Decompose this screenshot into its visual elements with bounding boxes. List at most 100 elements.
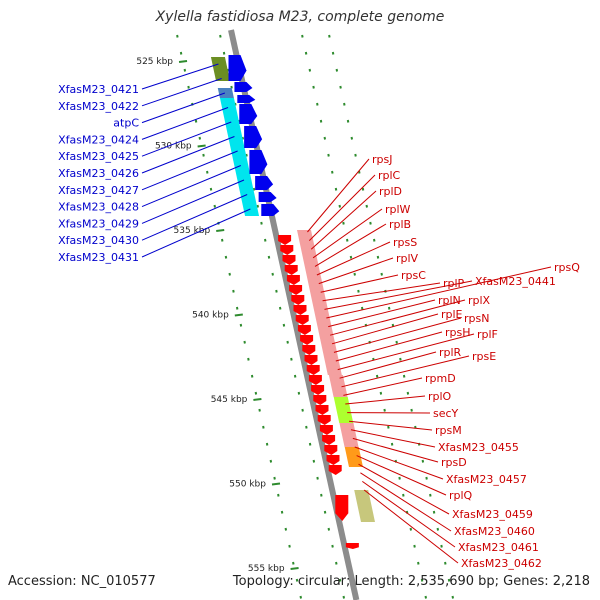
gene-box [328, 375, 348, 397]
left-gene-label: XfasM23_0428 [58, 201, 139, 214]
accession-label: Accession: NC_010577 [8, 574, 156, 589]
gene-arrow-reverse [282, 255, 296, 265]
guide-dot [250, 374, 254, 378]
guide-dot [258, 408, 261, 412]
guide-dot [360, 306, 364, 310]
gene-box [219, 98, 260, 216]
right-gene-label: XfasM23_0461 [458, 541, 539, 554]
guide-dot [451, 595, 455, 599]
guide-dot [420, 578, 424, 582]
guide-dot [292, 561, 295, 565]
right-gene-label: rplP [443, 277, 465, 290]
guide-dot [372, 238, 376, 242]
guide-dot [331, 170, 334, 174]
left-gene-label: XfasM23_0422 [58, 100, 139, 113]
right-leader-line [328, 299, 436, 328]
guide-dot [440, 544, 443, 548]
guide-dot [316, 102, 319, 106]
guide-dot [350, 136, 354, 140]
scale-tick [290, 567, 299, 570]
gene-arrow-reverse [317, 415, 331, 425]
gene-box [339, 423, 359, 447]
left-leader-line [141, 107, 229, 140]
gene-arrow-reverse [324, 445, 338, 455]
left-gene-block [219, 98, 260, 216]
guide-dot [327, 153, 330, 157]
scale-label: 555 kbp [248, 564, 285, 574]
right-gene-label: XfasM23_0459 [452, 508, 533, 521]
guide-dot [202, 153, 205, 157]
gene-arrow-forward [244, 126, 263, 148]
guide-dot [338, 204, 341, 208]
guide-dot [254, 391, 258, 395]
gene-arrow-reverse [291, 295, 305, 305]
gene-arrow-reverse [289, 285, 303, 295]
left-gene-label: XfasM23_0424 [58, 133, 139, 146]
left-leader-line [141, 92, 226, 124]
gene-arrow-reverse [284, 265, 298, 275]
guide-dot [235, 306, 239, 310]
guide-dot [327, 527, 331, 531]
guide-dot [410, 408, 413, 412]
right-leader-line [339, 351, 437, 379]
guide-dot [219, 34, 222, 38]
guide-dot [424, 595, 428, 599]
gene-arrow-reverse [335, 495, 349, 521]
guide-dot [349, 255, 353, 259]
gene-arrow-reverse [293, 305, 307, 315]
guide-dot [278, 306, 282, 310]
right-gene-block [328, 375, 348, 397]
guide-dot [247, 357, 250, 361]
map-title: Xylella fastidiosa M23, complete genome [155, 9, 445, 25]
gene-arrow-reverse [315, 405, 329, 415]
guide-dot [312, 85, 315, 89]
right-leader-line [320, 274, 399, 293]
guide-dot [262, 425, 265, 429]
right-gene-label: XfasM23_0441 [475, 275, 556, 288]
right-leader-line [337, 333, 475, 371]
guide-dot [328, 34, 331, 38]
guide-dot [376, 255, 380, 259]
right-gene-label: rpsS [393, 236, 417, 249]
right-leader-line [354, 446, 444, 480]
guide-dot [339, 85, 342, 89]
right-leader-line [310, 190, 377, 250]
gene-arrow-reverse [345, 543, 359, 549]
guide-dot [319, 119, 323, 123]
guide-dot [447, 578, 451, 582]
guide-dot [323, 136, 327, 140]
guide-dot [277, 493, 280, 497]
scale-label: 540 kbp [192, 311, 229, 321]
guide-dot [179, 51, 183, 55]
right-leader-line [356, 455, 447, 496]
scale-label: 545 kbp [211, 395, 248, 405]
guide-dot [308, 442, 312, 446]
left-outer-track [176, 34, 303, 599]
gene-arrow-forward [249, 150, 268, 174]
guide-dot [331, 544, 334, 548]
guide-dot [297, 391, 301, 395]
scale-tick [253, 398, 262, 401]
guide-dot [282, 323, 286, 327]
right-gene-label: XfasM23_0457 [446, 473, 527, 486]
scale-tick [178, 60, 188, 63]
guide-dot [275, 289, 278, 293]
gene-arrow-reverse [322, 435, 336, 445]
right-gene-block [339, 423, 359, 447]
gene-arrow-reverse [313, 395, 327, 405]
gene-arrow-forward [239, 104, 258, 124]
right-leader-line [343, 377, 423, 396]
guide-dot [288, 544, 291, 548]
guide-dot [402, 374, 406, 378]
guide-dot [398, 476, 401, 480]
right-gene-label: rplR [439, 346, 462, 359]
scale-label: 550 kbp [229, 480, 266, 490]
right-gene-label: rplD [379, 185, 402, 198]
right-gene-label: XfasM23_0460 [454, 525, 535, 538]
right-leader-line [318, 257, 394, 285]
guide-dot [187, 85, 190, 89]
guide-dot [252, 187, 256, 191]
gene-arrow-reverse [300, 335, 314, 345]
scale-label: 535 kbp [174, 226, 211, 236]
